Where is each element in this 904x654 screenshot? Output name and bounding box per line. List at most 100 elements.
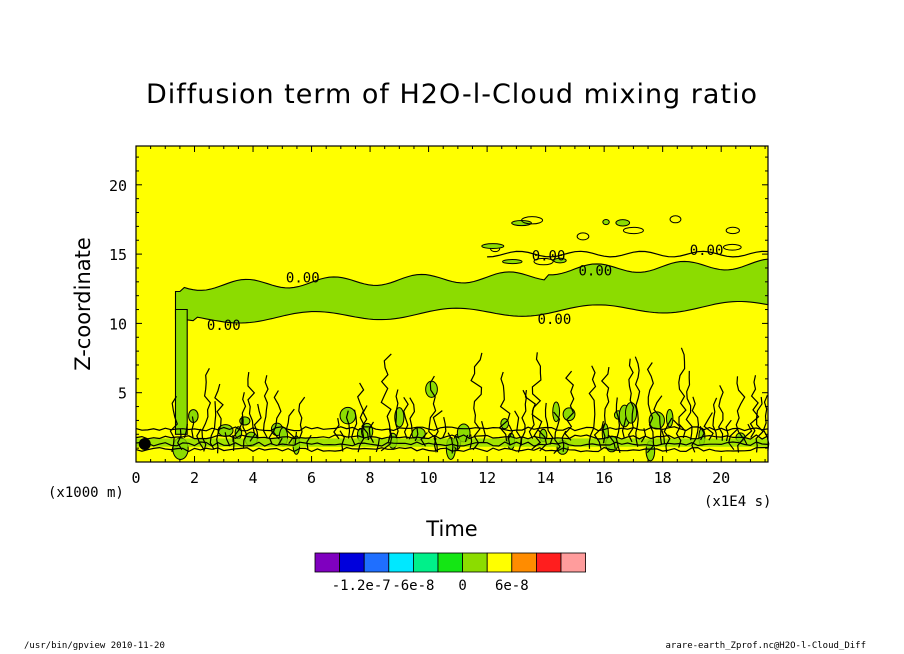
- colorbar-label: 6e-8: [495, 578, 529, 594]
- cloud-patch: [665, 408, 674, 428]
- x-tick-label: 4: [249, 469, 258, 487]
- contour-line: [241, 392, 247, 448]
- contour-line: [678, 347, 687, 439]
- contour-line: [414, 427, 419, 442]
- contour-line: [600, 367, 610, 444]
- footer-left: /usr/bin/gpview 2010-11-20: [24, 641, 165, 651]
- contour-line: [531, 352, 543, 450]
- contour-label: 0.00: [538, 312, 572, 328]
- cloud-patch: [576, 232, 590, 241]
- cloud-patch: [602, 219, 610, 226]
- contour-label: 0.00: [690, 243, 724, 259]
- cloud-patch: [725, 226, 740, 235]
- contour-line: [135, 446, 769, 453]
- contour-line: [432, 410, 443, 453]
- contour-line: [380, 353, 393, 452]
- contour-line: [755, 396, 764, 453]
- x-unit-label: (x1E4 s): [704, 494, 771, 510]
- cloud-patch: [425, 380, 438, 398]
- colorbar-swatch: [412, 552, 439, 573]
- cloud-patch: [624, 401, 638, 424]
- contour-label: 0.00: [207, 318, 241, 334]
- contour-line: [564, 370, 575, 441]
- contour-line: [464, 434, 469, 443]
- y-tick-label: 15: [109, 246, 127, 264]
- contour-line: [487, 250, 769, 258]
- y-tick-label: 10: [109, 315, 127, 333]
- contour-label: 0.00: [286, 271, 320, 287]
- contour-line: [191, 416, 195, 438]
- colorbar-label: -1.2e-7: [332, 578, 391, 594]
- contour-lines: [135, 250, 770, 455]
- contour-line: [177, 428, 183, 451]
- contour-line: [135, 434, 769, 440]
- contour-line: [481, 421, 486, 443]
- chart-title: Diffusion term of H2O-l-Cloud mixing rat…: [146, 79, 758, 110]
- colorbar-swatch: [560, 552, 587, 573]
- contour-line: [454, 435, 459, 450]
- colorbar-swatch: [536, 552, 562, 573]
- contour-line: [537, 429, 548, 452]
- contour-labels: 0.00 0.00 0.00 0.00 0.00 0.00: [207, 243, 723, 334]
- y-tick-label: 5: [118, 385, 127, 403]
- contour-line: [339, 430, 345, 452]
- contour-line: [661, 430, 666, 445]
- contour-line: [507, 424, 513, 446]
- contour-line: [749, 375, 760, 438]
- colorbar-swatch: [486, 552, 513, 573]
- colorbar-label: 0: [458, 578, 466, 594]
- cloud-patch: [394, 407, 405, 428]
- x-axis-label: Time: [425, 517, 477, 541]
- x-tick-label: 10: [420, 469, 438, 487]
- contour-line: [262, 375, 269, 438]
- contour-line: [135, 441, 769, 447]
- cloud-patch: [669, 215, 682, 224]
- contour-line: [403, 396, 409, 440]
- x-tick-label: 8: [366, 469, 375, 487]
- x-tick-label: 12: [478, 469, 496, 487]
- contour-line: [357, 382, 365, 453]
- contour-line: [183, 423, 188, 438]
- contour-label: 0.00: [579, 264, 613, 280]
- contour-line: [593, 420, 604, 449]
- x-tick-label: 2: [190, 469, 199, 487]
- cloud-patch: [502, 259, 523, 265]
- contour-line: [470, 352, 483, 451]
- contour-line: [196, 428, 205, 451]
- cloud-patch: [533, 257, 554, 266]
- cloud-patch: [481, 243, 505, 250]
- contour-line: [169, 395, 178, 452]
- contour-line: [685, 370, 693, 441]
- colorbar-swatch: [388, 552, 414, 573]
- colorbar-swatch: [511, 552, 537, 573]
- contour-line: [350, 409, 358, 445]
- contour-line: [520, 389, 528, 446]
- contour-line: [298, 396, 306, 439]
- contour-line: [368, 421, 375, 443]
- contour-line: [735, 376, 746, 453]
- cloud-patch: [622, 226, 644, 235]
- x-tick-label: 0: [131, 469, 140, 487]
- contour-line: [514, 410, 522, 453]
- colorbar-swatch: [339, 552, 365, 573]
- contour-line: [247, 372, 256, 442]
- contour-line: [224, 432, 231, 447]
- x-tick-label: 16: [595, 469, 613, 487]
- colorbar-swatch: [363, 552, 390, 573]
- contour-line: [621, 416, 627, 438]
- contour-line: [728, 428, 739, 451]
- contour-line: [588, 365, 597, 449]
- y-tick-label: 20: [109, 177, 127, 195]
- contour-line: [553, 411, 561, 455]
- colorbar-label: -6e-8: [392, 578, 434, 594]
- contour-line: [428, 375, 437, 453]
- contour-blob: [138, 437, 151, 450]
- cloud-patch: [615, 219, 631, 227]
- contour-line: [214, 383, 224, 454]
- contour-label: 0.00: [532, 248, 566, 264]
- x-axis: 0 2 4 6 8 10 12 14 16 18 20: [131, 146, 766, 487]
- colorbar: [314, 552, 587, 573]
- contour-line: [634, 356, 641, 447]
- contour-line: [361, 405, 370, 441]
